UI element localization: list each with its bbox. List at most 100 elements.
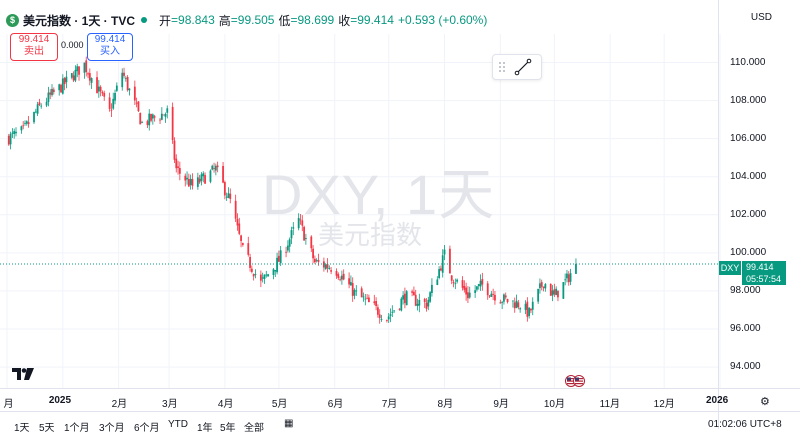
- candle-body: [461, 280, 464, 288]
- buy-price: 99.414: [94, 34, 126, 45]
- candle-body: [429, 292, 432, 302]
- candle-body: [173, 140, 176, 160]
- candle-body: [33, 112, 35, 123]
- candle-body: [481, 279, 484, 285]
- candle-body: [387, 316, 390, 320]
- candle-body: [184, 175, 187, 181]
- range-button-5y[interactable]: 5年: [220, 423, 236, 434]
- candle-body: [467, 292, 469, 299]
- candle-body: [74, 69, 77, 81]
- candle-body: [425, 302, 428, 309]
- calendar-icon[interactable]: ▦: [284, 418, 294, 429]
- candle-body: [337, 274, 340, 278]
- y-tick-label: 110.000: [730, 56, 766, 68]
- candle-body: [364, 298, 367, 300]
- range-button-1d[interactable]: 1天: [14, 423, 30, 434]
- candle-body: [405, 291, 408, 306]
- candle-body: [153, 116, 156, 118]
- candle-body: [45, 101, 48, 106]
- candle-body: [315, 260, 318, 261]
- candle-body: [240, 235, 242, 241]
- symbol-title[interactable]: 美元指数 · 1天 · TVC: [23, 13, 136, 28]
- range-button-5d[interactable]: 5天: [39, 423, 55, 434]
- candle-body: [24, 122, 26, 124]
- candle-body: [252, 274, 255, 277]
- candle-body: [38, 102, 41, 105]
- candle-body: [530, 309, 532, 311]
- candle-body: [418, 299, 421, 306]
- candle-body: [279, 250, 282, 264]
- change-value: +0.593 (+0.60%): [397, 13, 488, 27]
- candle-body: [85, 60, 88, 73]
- spread-value: 0.000: [61, 40, 84, 50]
- candle-body: [151, 114, 154, 119]
- candle-body: [124, 78, 127, 79]
- candles-group: [7, 56, 577, 324]
- x-tick-label: 6月: [327, 399, 344, 410]
- candle-body: [324, 264, 327, 270]
- candle-body: [133, 86, 136, 101]
- us-event-flag-icon[interactable]: [565, 375, 587, 387]
- candle-body: [166, 108, 169, 113]
- clock-time[interactable]: 01:02:06 UTC+8: [708, 419, 782, 430]
- candle-body: [463, 285, 466, 290]
- bar-countdown: 05:57:54: [746, 274, 782, 284]
- candle-body: [366, 297, 369, 299]
- candle-body: [551, 290, 554, 296]
- candle-body: [335, 271, 338, 276]
- candle-body: [326, 263, 329, 269]
- candle-body: [486, 283, 489, 296]
- x-tick-label: 4月: [217, 399, 234, 410]
- range-button-ytd[interactable]: YTD: [168, 419, 188, 430]
- close-label: 收: [338, 13, 351, 28]
- currency-selector[interactable]: USD: [750, 12, 772, 23]
- candle-body: [78, 66, 80, 75]
- candle-body: [108, 97, 111, 109]
- candle-body: [555, 288, 558, 295]
- range-button-all[interactable]: 全部: [244, 423, 264, 434]
- sell-button[interactable]: 99.414 卖出: [10, 33, 58, 61]
- candle-body: [36, 104, 39, 114]
- y-tick-label: 106.000: [730, 132, 767, 144]
- buy-button[interactable]: 99.414 买入: [87, 33, 133, 61]
- candle-body: [310, 236, 313, 249]
- candle-body: [164, 114, 167, 117]
- candle-body: [259, 274, 262, 281]
- candle-body: [178, 168, 181, 174]
- candle-body: [476, 286, 478, 290]
- last-price-tag: 99.414 05:57:54: [742, 261, 786, 285]
- candle-body: [76, 66, 79, 72]
- candle-body: [150, 114, 152, 121]
- candle-body: [13, 131, 16, 134]
- candle-body: [263, 274, 266, 279]
- candle-body: [277, 255, 280, 262]
- candle-body: [187, 179, 190, 187]
- range-button-1m[interactable]: 1个月: [64, 423, 90, 434]
- candle-body: [297, 217, 300, 229]
- candle-body: [236, 218, 239, 226]
- candle-body: [414, 294, 417, 306]
- candle-body: [501, 302, 504, 303]
- candle-body: [211, 165, 214, 170]
- y-tick-label: 96.000: [730, 323, 761, 334]
- candle-body: [72, 75, 75, 81]
- candle-body: [375, 301, 378, 307]
- candle-body: [60, 84, 62, 93]
- drawing-tool-button[interactable]: [492, 54, 542, 80]
- open-value: =98.843: [171, 13, 215, 27]
- candle-body: [519, 308, 522, 310]
- candle-body: [58, 84, 61, 91]
- sell-label: 卖出: [24, 46, 44, 57]
- settings-gear-icon[interactable]: ⚙: [760, 396, 770, 408]
- buy-label: 买入: [100, 46, 120, 57]
- high-value: =99.505: [230, 13, 275, 27]
- range-button-6m[interactable]: 6个月: [134, 423, 160, 434]
- drag-handle-icon: [499, 62, 505, 72]
- y-tick-label: 104.000: [730, 170, 767, 182]
- last-price: 99.414: [746, 262, 774, 272]
- range-button-1y[interactable]: 1年: [197, 423, 213, 434]
- range-button-3m[interactable]: 3个月: [99, 423, 125, 434]
- candle-body: [373, 301, 376, 304]
